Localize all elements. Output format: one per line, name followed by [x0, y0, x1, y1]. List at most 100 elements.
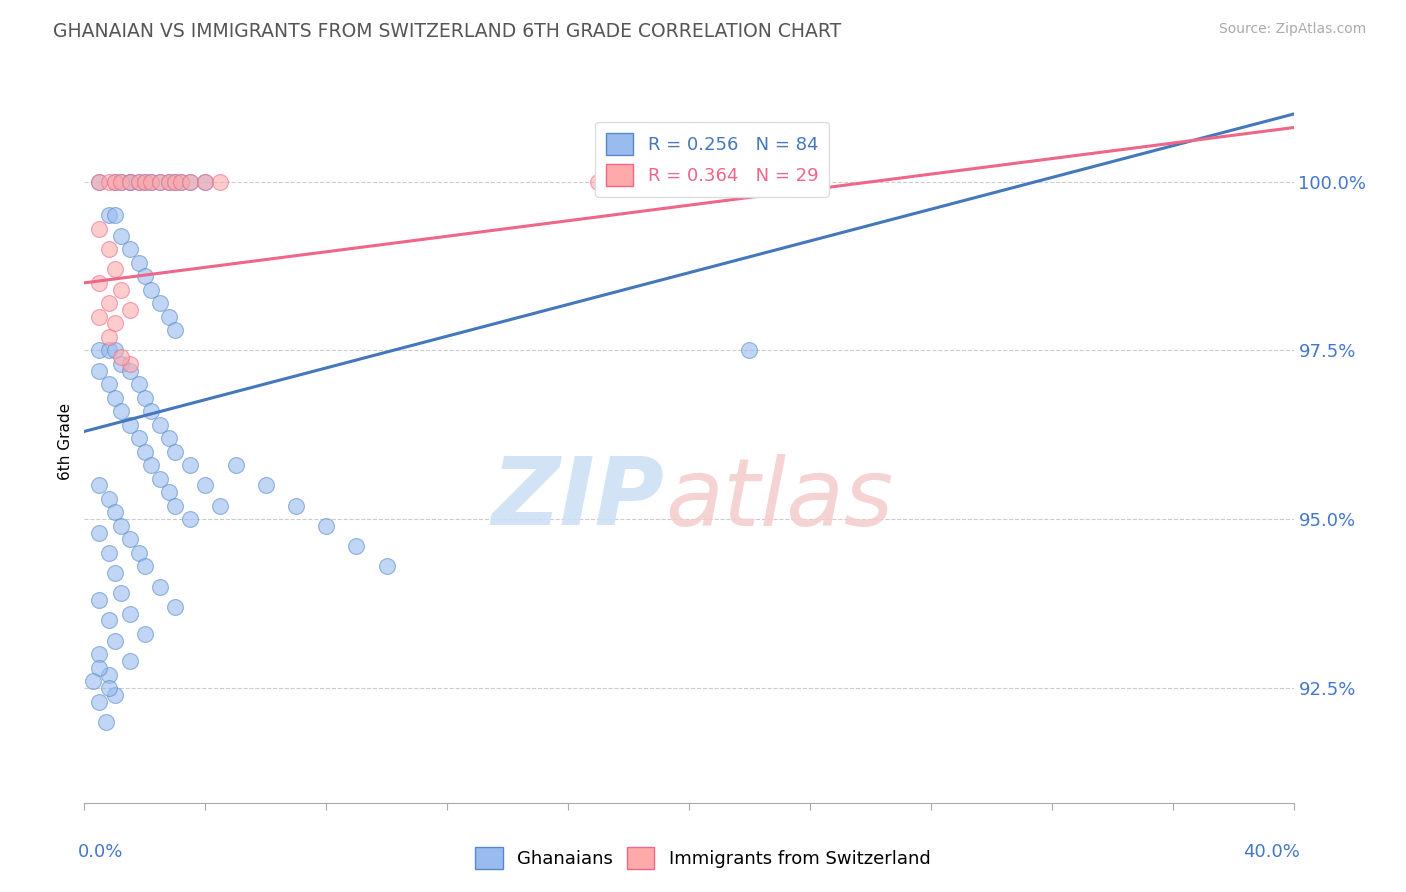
- Point: [89, 222, 111, 236]
- Point: [139, 458, 162, 472]
- Point: [157, 431, 180, 445]
- Point: [179, 175, 201, 189]
- Point: [128, 377, 150, 392]
- Point: [110, 228, 132, 243]
- Point: [104, 633, 127, 648]
- Point: [97, 330, 120, 344]
- Point: [118, 607, 141, 621]
- Point: [89, 478, 111, 492]
- Point: [149, 580, 172, 594]
- Point: [769, 175, 792, 189]
- Text: atlas: atlas: [665, 454, 893, 545]
- Point: [157, 175, 180, 189]
- Point: [89, 343, 111, 358]
- Point: [170, 175, 193, 189]
- Point: [165, 599, 187, 614]
- Point: [179, 458, 201, 472]
- Point: [149, 296, 172, 310]
- Point: [165, 444, 187, 458]
- Point: [139, 175, 162, 189]
- Point: [82, 674, 104, 689]
- Point: [254, 478, 277, 492]
- Point: [170, 175, 193, 189]
- Point: [128, 431, 150, 445]
- Point: [157, 175, 180, 189]
- Point: [179, 512, 201, 526]
- Text: 0.0%: 0.0%: [79, 843, 124, 861]
- Point: [165, 175, 187, 189]
- Point: [104, 175, 127, 189]
- Point: [89, 175, 111, 189]
- Point: [89, 661, 111, 675]
- Point: [738, 343, 761, 358]
- Point: [118, 417, 141, 432]
- Point: [194, 175, 217, 189]
- Point: [89, 276, 111, 290]
- Point: [104, 343, 127, 358]
- Point: [225, 458, 247, 472]
- Point: [118, 654, 141, 668]
- Point: [134, 627, 156, 641]
- Point: [89, 364, 111, 378]
- Point: [118, 175, 141, 189]
- Point: [94, 714, 117, 729]
- Point: [97, 681, 120, 695]
- Point: [89, 593, 111, 607]
- Point: [209, 499, 232, 513]
- Point: [118, 357, 141, 371]
- Point: [97, 175, 120, 189]
- Point: [110, 357, 132, 371]
- Point: [104, 688, 127, 702]
- Point: [346, 539, 368, 553]
- Point: [588, 175, 610, 189]
- Point: [157, 485, 180, 500]
- Point: [165, 175, 187, 189]
- Point: [89, 175, 111, 189]
- Point: [118, 175, 141, 189]
- Point: [128, 175, 150, 189]
- Point: [149, 175, 172, 189]
- Point: [285, 499, 308, 513]
- Point: [104, 317, 127, 331]
- Point: [165, 499, 187, 513]
- Point: [139, 283, 162, 297]
- Point: [194, 478, 217, 492]
- Point: [149, 472, 172, 486]
- Point: [97, 296, 120, 310]
- Point: [315, 519, 337, 533]
- Point: [194, 175, 217, 189]
- Point: [134, 175, 156, 189]
- Point: [165, 323, 187, 337]
- Point: [134, 269, 156, 284]
- Point: [139, 175, 162, 189]
- Point: [128, 175, 150, 189]
- Legend: R = 0.256   N = 84, R = 0.364   N = 29: R = 0.256 N = 84, R = 0.364 N = 29: [595, 122, 830, 196]
- Point: [179, 175, 201, 189]
- Point: [97, 377, 120, 392]
- Point: [89, 310, 111, 324]
- Point: [110, 350, 132, 364]
- Point: [149, 417, 172, 432]
- Point: [134, 391, 156, 405]
- Point: [139, 404, 162, 418]
- Point: [104, 391, 127, 405]
- Point: [104, 208, 127, 222]
- Point: [118, 175, 141, 189]
- Text: ZIP: ZIP: [492, 453, 665, 545]
- Point: [89, 647, 111, 661]
- Point: [118, 302, 141, 317]
- Point: [110, 404, 132, 418]
- Point: [104, 262, 127, 277]
- Point: [97, 546, 120, 560]
- Point: [97, 667, 120, 681]
- Point: [209, 175, 232, 189]
- Text: GHANAIAN VS IMMIGRANTS FROM SWITZERLAND 6TH GRADE CORRELATION CHART: GHANAIAN VS IMMIGRANTS FROM SWITZERLAND …: [53, 22, 842, 41]
- Point: [89, 694, 111, 708]
- Point: [128, 255, 150, 269]
- Point: [134, 559, 156, 574]
- Point: [104, 505, 127, 519]
- Point: [128, 546, 150, 560]
- Point: [110, 519, 132, 533]
- Point: [97, 343, 120, 358]
- Point: [104, 175, 127, 189]
